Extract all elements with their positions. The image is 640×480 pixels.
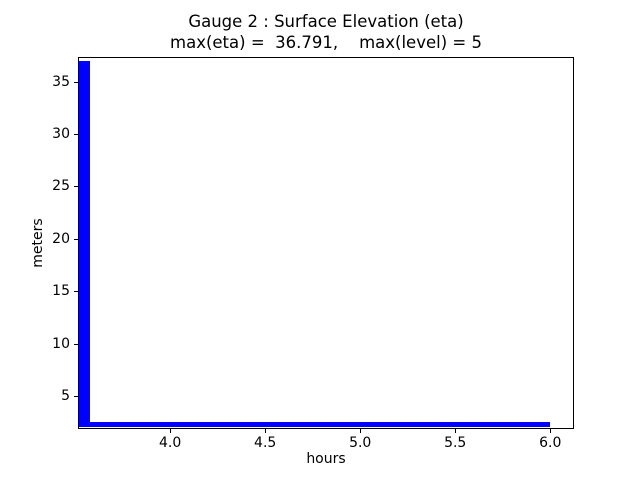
chart-title: Gauge 2 : Surface Elevation (eta) — [188, 12, 464, 31]
y-tick-mark — [74, 134, 78, 136]
y-tick-mark — [74, 238, 78, 240]
x-tick-label: 6.0 — [539, 435, 562, 451]
y-tick-label: 5 — [61, 388, 70, 404]
x-tick-mark — [264, 429, 266, 433]
y-tick-mark — [74, 291, 78, 293]
title-block: Gauge 2 : Surface Elevation (eta) max(et… — [78, 11, 574, 53]
y-tick-label: 35 — [52, 73, 70, 90]
x-tick-mark — [454, 429, 456, 433]
y-tick-mark — [74, 396, 78, 397]
y-tick-label: 10 — [52, 335, 70, 352]
x-tick-label: 5.5 — [444, 435, 467, 451]
x-tick-label: 4.5 — [254, 435, 277, 451]
y-tick-mark — [74, 186, 78, 188]
y-tick-label: 15 — [52, 283, 70, 300]
x-axis-label: hours — [306, 451, 346, 467]
eta-flat-line — [78, 421, 551, 427]
y-tick-mark — [74, 343, 78, 345]
chart-subtitle: max(eta) = 36.791, max(level) = 5 — [170, 33, 482, 52]
x-tick-label: 5.0 — [349, 435, 372, 451]
y-tick-mark — [74, 81, 78, 83]
eta-spike-bar — [78, 60, 90, 427]
x-tick-label: 4.0 — [159, 435, 182, 451]
y-tick-label: 30 — [52, 126, 70, 143]
x-tick-mark — [549, 429, 551, 433]
y-tick-label: 20 — [52, 230, 70, 247]
y-tick-label: 25 — [52, 178, 70, 195]
plot-area — [78, 57, 574, 429]
x-tick-mark — [169, 429, 171, 433]
x-tick-mark — [359, 429, 361, 433]
